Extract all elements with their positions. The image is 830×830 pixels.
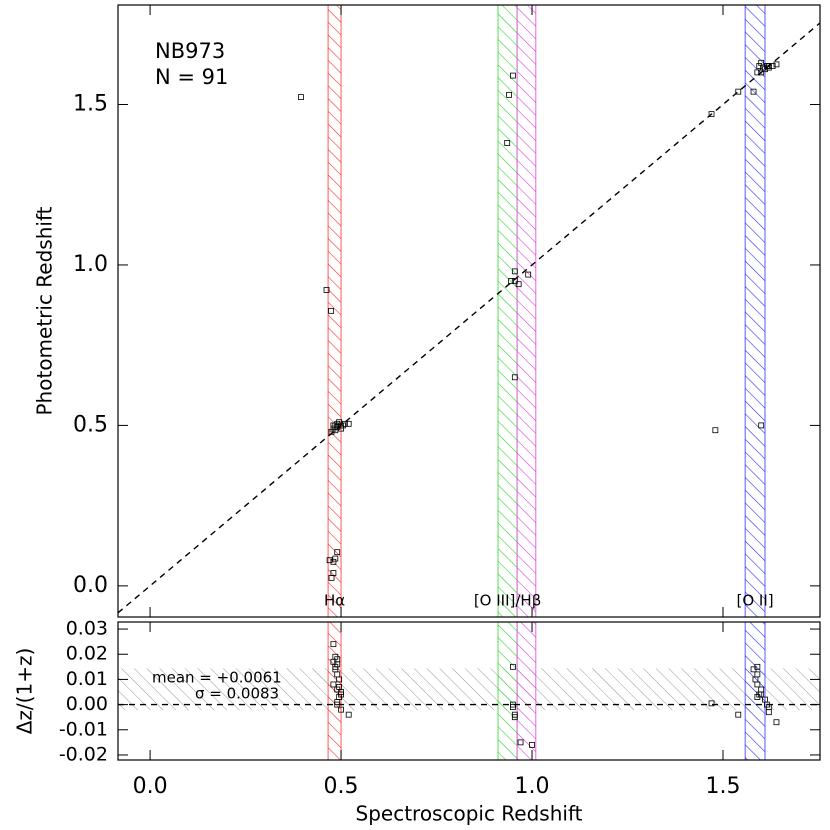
- annotation: σ = 0.0083: [195, 685, 279, 703]
- point: [334, 549, 341, 556]
- point: [330, 425, 337, 432]
- point: [334, 420, 341, 427]
- point: [338, 691, 344, 698]
- point: [511, 374, 518, 381]
- line-band: [498, 622, 518, 760]
- x-tick-label: 0.0: [133, 774, 168, 799]
- point: [328, 428, 335, 435]
- point: [338, 425, 344, 432]
- point: [760, 64, 766, 71]
- point: [330, 681, 337, 688]
- y-axis-label: Photometric Redshift: [33, 206, 57, 415]
- point: [511, 278, 518, 284]
- one-to-one-line: [118, 22, 820, 614]
- band-label: [O III]/Hβ: [474, 592, 541, 610]
- line-band: [498, 5, 518, 617]
- point: [332, 555, 339, 562]
- point: [511, 714, 518, 721]
- point: [735, 711, 742, 718]
- point: [773, 719, 780, 726]
- x-tick-label: 0.5: [324, 774, 359, 799]
- y-tick-label: 0.00: [66, 693, 108, 715]
- point: [330, 641, 337, 648]
- y-tick-label: 0.02: [66, 643, 108, 665]
- point: [332, 427, 339, 434]
- point: [330, 658, 337, 665]
- frame: [117, 621, 821, 761]
- annotation: NB973: [155, 39, 225, 63]
- point: [341, 420, 348, 427]
- point: [712, 427, 719, 434]
- point: [340, 422, 346, 429]
- point: [508, 278, 514, 284]
- point: [762, 66, 768, 73]
- point: [332, 666, 339, 673]
- point: [298, 94, 304, 101]
- point: [504, 140, 511, 146]
- point: [769, 63, 776, 69]
- point: [517, 739, 524, 746]
- point: [529, 741, 535, 748]
- point: [506, 91, 513, 98]
- point: [750, 88, 757, 95]
- plot-area: [118, 622, 820, 760]
- point: [510, 704, 516, 711]
- point: [754, 681, 761, 688]
- point: [336, 676, 343, 683]
- point: [336, 419, 343, 426]
- point: [708, 111, 715, 118]
- point: [765, 63, 772, 69]
- x-axis-label: Spectroscopic Redshift: [356, 802, 583, 826]
- band-label: Hα: [324, 592, 345, 610]
- point: [334, 701, 341, 708]
- point: [525, 271, 532, 278]
- point: [773, 61, 780, 68]
- point: [511, 268, 518, 275]
- line-band: [328, 5, 342, 617]
- y-tick-label: 0.0: [73, 573, 108, 598]
- line-band: [745, 622, 766, 760]
- point: [345, 420, 352, 427]
- point: [756, 63, 763, 69]
- point: [328, 574, 335, 581]
- plot-area: [118, 5, 820, 617]
- sigma-band: [118, 668, 820, 711]
- point: [754, 663, 761, 670]
- point: [765, 709, 772, 716]
- y-tick-label: 0.03: [66, 618, 108, 640]
- point: [338, 706, 344, 713]
- point: [735, 88, 742, 95]
- annotation: N = 91: [155, 65, 228, 89]
- point: [326, 557, 333, 564]
- y-tick-label: -0.01: [59, 718, 108, 740]
- y-axis-label: Δz/(1+z): [13, 648, 37, 735]
- point: [754, 69, 761, 76]
- x-tick-label: 1.0: [515, 774, 550, 799]
- point: [515, 281, 522, 288]
- point: [336, 684, 343, 690]
- y-tick-label: 0.01: [66, 668, 108, 690]
- line-band: [517, 622, 536, 760]
- y-tick-label: -0.02: [59, 743, 108, 765]
- frame: [117, 4, 821, 618]
- point: [510, 72, 516, 79]
- point: [345, 711, 352, 718]
- point: [328, 307, 335, 314]
- point: [758, 686, 765, 693]
- point: [758, 422, 765, 429]
- y-tick-label: 0.5: [73, 412, 108, 437]
- point: [330, 558, 337, 565]
- x-tick-label: 1.5: [705, 774, 740, 799]
- band-label: [O II]: [737, 592, 774, 610]
- line-band: [745, 5, 766, 617]
- point: [510, 663, 516, 670]
- annotation: mean = +0.0061: [152, 669, 282, 687]
- y-tick-label: 1.0: [73, 252, 108, 277]
- y-tick-label: 1.5: [73, 91, 108, 116]
- point: [708, 700, 715, 707]
- point: [323, 287, 330, 293]
- line-band: [517, 5, 536, 617]
